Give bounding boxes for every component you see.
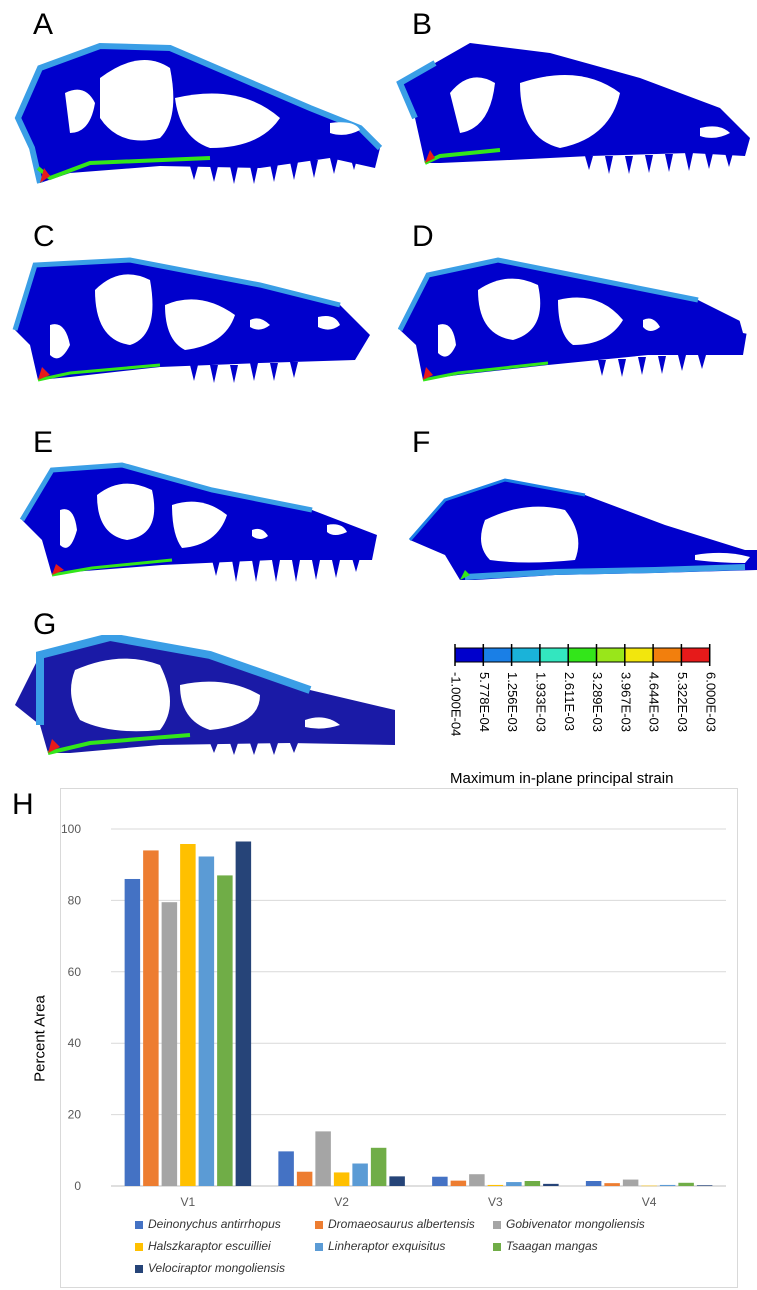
strain-tick-label: 5.778E-04 <box>477 672 492 732</box>
strain-color-segment <box>483 648 512 662</box>
strain-tick-label: 3.967E-03 <box>618 672 633 732</box>
strain-color-segment <box>653 648 682 662</box>
legend-label: Halszkaraptor escuilliei <box>148 1239 271 1253</box>
x-tick-label: V4 <box>642 1195 657 1209</box>
y-tick-label: 80 <box>68 893 82 907</box>
legend-item: Gobivenator mongoliensis <box>493 1217 645 1231</box>
y-tick-label: 20 <box>68 1108 82 1122</box>
panel-label-a: A <box>33 8 54 41</box>
legend-label: Velociraptor mongoliensis <box>148 1261 285 1275</box>
bar <box>180 843 196 1186</box>
strain-tick-label: 4.644E-03 <box>647 672 662 732</box>
strain-tick-label: 6.000E-03 <box>703 672 718 732</box>
bar <box>524 1181 541 1186</box>
bar <box>506 1182 522 1186</box>
strain-color-bar: -1.000E-04 5.778E-04 1.256E-03 1.933E-03 2.6… <box>450 644 718 736</box>
legend-item: Dromaeosaurus albertensis <box>315 1217 475 1231</box>
legend-item: Linheraptor exquisitus <box>315 1239 445 1253</box>
legend-swatch <box>315 1242 323 1251</box>
legend-swatch <box>135 1242 143 1251</box>
bar <box>487 1184 504 1186</box>
legend-label: Dromaeosaurus albertensis <box>328 1217 475 1231</box>
bar <box>641 1185 657 1187</box>
x-tick-label: V3 <box>488 1195 503 1209</box>
strain-tick-label: 5.322E-03 <box>675 672 690 732</box>
bar <box>143 850 159 1186</box>
bar <box>696 1185 713 1186</box>
bar <box>469 1174 485 1186</box>
x-tick-label: V2 <box>334 1195 349 1209</box>
skull-strain-map-a <box>14 42 383 184</box>
legend-item: Tsaagan mangas <box>493 1239 598 1253</box>
bar <box>450 1180 467 1186</box>
strain-color-segment <box>455 648 484 662</box>
skull-strain-map-b <box>396 43 750 174</box>
legend-swatch <box>493 1220 501 1229</box>
y-axis-label: Percent Area <box>31 995 49 1082</box>
percent-area-bar-chart: 0 20 40 60 80 100 V1 V2 V3 V4 Deinonychus antirr… <box>60 788 738 1288</box>
bar <box>315 1131 331 1186</box>
legend-label: Tsaagan mangas <box>506 1239 598 1253</box>
y-tick-label: 100 <box>61 822 81 836</box>
legend-item: Halszkaraptor escuilliei <box>135 1239 271 1253</box>
strain-tick-label: 1.256E-03 <box>505 672 520 732</box>
y-tick-label: 60 <box>68 965 82 979</box>
legend-label: Linheraptor exquisitus <box>328 1239 446 1253</box>
skull-strain-map-d <box>398 257 753 382</box>
strain-tick-label: 1.933E-03 <box>533 672 548 732</box>
strain-legend-title: Maximum in-plane principal strain <box>450 770 674 787</box>
legend-swatch <box>315 1220 323 1229</box>
legend-swatch <box>493 1242 501 1251</box>
strain-color-segment <box>539 648 569 662</box>
bar <box>217 875 233 1186</box>
x-tick-label: V1 <box>181 1195 196 1209</box>
panel-label-d: D <box>412 220 434 253</box>
bar <box>604 1183 620 1186</box>
strain-tick-label: -1.000E-04 <box>450 672 464 736</box>
legend-label: Gobivenator mongoliensis <box>506 1217 645 1231</box>
panel-label-c: C <box>33 220 55 253</box>
bar <box>333 1172 350 1186</box>
bar <box>235 841 252 1186</box>
bar <box>585 1181 602 1186</box>
legend-swatch <box>135 1220 143 1229</box>
skull-strain-map-g <box>15 635 395 755</box>
chart-plot: 0 20 40 60 80 100 V1 V2 V3 V4 <box>61 822 726 1209</box>
skull-strain-map-e <box>19 462 377 582</box>
bar <box>296 1171 313 1186</box>
legend-item: Deinonychus antirrhopus <box>135 1217 281 1231</box>
bar <box>432 1176 448 1186</box>
bar <box>198 856 215 1186</box>
strain-color-segment <box>624 648 654 662</box>
panel-label-e: E <box>33 426 54 459</box>
bar <box>678 1182 694 1186</box>
bar <box>543 1183 559 1186</box>
bar <box>370 1147 387 1186</box>
y-tick-label: 0 <box>74 1179 81 1193</box>
skull-strain-map-c <box>12 257 370 383</box>
panel-label-b: B <box>412 8 433 41</box>
skull-strain-map-f <box>408 478 757 580</box>
bar <box>161 902 178 1186</box>
strain-color-segment <box>596 648 625 662</box>
y-tick-label: 40 <box>68 1036 82 1050</box>
legend-item: Velociraptor mongoliensis <box>135 1261 285 1275</box>
legend-label: Deinonychus antirrhopus <box>148 1217 281 1231</box>
bar <box>124 878 141 1186</box>
strain-color-segment <box>511 648 540 662</box>
bar <box>659 1184 676 1186</box>
bar <box>278 1151 294 1186</box>
strain-color-legend: -1.000E-04 5.778E-04 1.256E-03 1.933E-03 2.6… <box>450 640 750 790</box>
panel-label-h: H <box>12 788 34 821</box>
strain-color-segment <box>681 648 710 662</box>
bar <box>389 1176 405 1186</box>
bar <box>352 1163 368 1186</box>
strain-color-segment <box>568 648 597 662</box>
strain-tick-label: 2.611E-03 <box>562 672 577 731</box>
legend-swatch <box>135 1264 143 1273</box>
panel-label-g: G <box>33 608 57 641</box>
panel-label-f: F <box>412 426 431 459</box>
bar <box>622 1179 639 1186</box>
strain-tick-label: 3.289E-03 <box>590 672 605 732</box>
